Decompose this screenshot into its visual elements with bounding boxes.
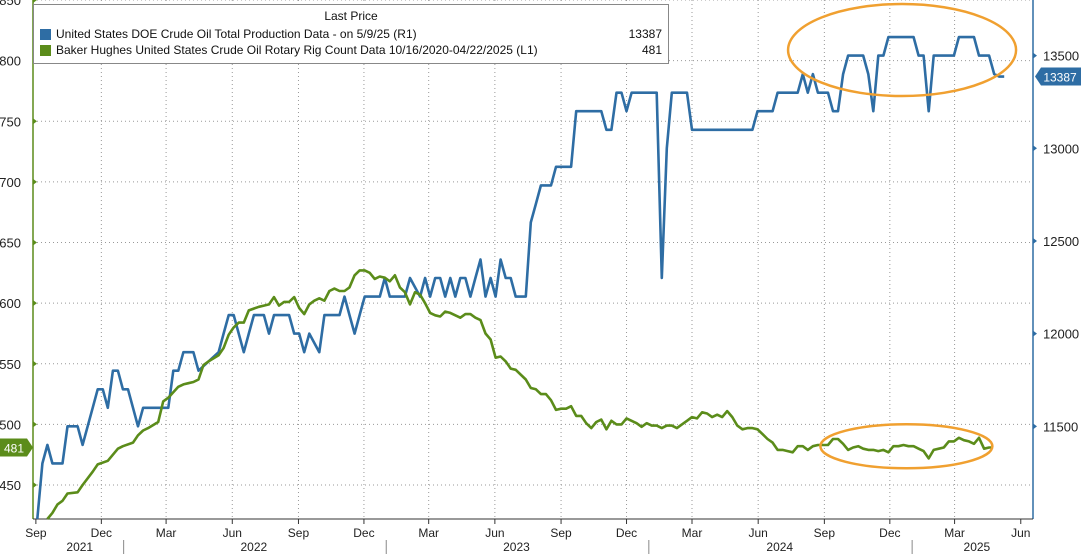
rig-count-line (46, 269, 992, 520)
left-tick-label: 650 (0, 236, 21, 251)
annotation-ellipse-production (786, 2, 1018, 98)
legend-item-rig-count: Baker Hughes United States Crude Oil Rot… (40, 43, 662, 59)
left-tick-label: 850 (0, 0, 21, 8)
right-tick-label: 11500 (1043, 419, 1078, 434)
legend-title: Last Price (324, 9, 378, 23)
right-tick-marker (1033, 237, 1037, 244)
right-tick-label: 13500 (1043, 49, 1079, 64)
x-month-label: Dec (616, 526, 637, 540)
x-month-label: Mar (418, 526, 439, 540)
legend-item-production: United States DOE Crude Oil Total Produc… (40, 27, 662, 43)
x-month-label: Sep (288, 526, 310, 540)
x-month-label: Dec (91, 526, 112, 540)
x-year-label: 2023 (503, 540, 530, 554)
x-month-label: Sep (25, 526, 47, 540)
left-last-value-tag (0, 438, 33, 457)
right-tick-label: 12500 (1043, 234, 1079, 249)
left-tick-marker (33, 421, 37, 428)
left-tick-label: 500 (0, 417, 21, 432)
right-tick-marker (1033, 330, 1037, 337)
legend: Last Price United States DOE Crude Oil T… (33, 4, 669, 64)
left-tick-marker (33, 0, 37, 3)
x-year-label: 2021 (66, 540, 93, 554)
x-month-label: Jun (485, 526, 504, 540)
legend-value-rig-count: 481 (641, 43, 662, 57)
x-month-label: Sep (550, 526, 572, 540)
left-tick-label: 550 (0, 357, 21, 372)
production-line (36, 35, 1005, 520)
x-month-label: Mar (944, 526, 965, 540)
right-tick-marker (1033, 145, 1037, 152)
left-tick-marker (33, 482, 37, 489)
legend-label-production: United States DOE Crude Oil Total Produc… (56, 27, 417, 41)
left-tick-label: 800 (0, 54, 21, 69)
left-tick-label: 700 (0, 175, 21, 190)
left-tick-marker (33, 300, 37, 307)
legend-label-rig-count: Baker Hughes United States Crude Oil Rot… (56, 43, 538, 57)
left-tick-marker (33, 178, 37, 185)
right-tick-label: 13000 (1043, 141, 1079, 156)
last-value-tags: 13387 481 (0, 67, 1081, 457)
x-month-label: Jun (1011, 526, 1030, 540)
series-layer (36, 35, 1005, 520)
annotation-ellipses (786, 2, 1018, 470)
right-tick-marker (1033, 423, 1037, 430)
left-tick-marker (33, 360, 37, 367)
right-last-value-tag (1035, 67, 1081, 86)
legend-swatch-rig-count (40, 45, 51, 56)
x-month-label: Jun (223, 526, 242, 540)
x-year-label: 2024 (766, 540, 793, 554)
right-last-value-text: 13387 (1043, 71, 1077, 85)
x-month-label: Dec (879, 526, 900, 540)
x-month-label: Dec (353, 526, 374, 540)
right-tick-label: 12000 (1043, 327, 1079, 342)
x-year-label: 2022 (241, 540, 268, 554)
legend-value-production: 13387 (628, 27, 662, 41)
right-tick-marker (1033, 52, 1037, 59)
annotation-ellipse-rig-count (819, 422, 994, 470)
x-year-label: 2025 (964, 540, 991, 554)
legend-swatch-production (40, 29, 51, 40)
x-month-label: Mar (682, 526, 703, 540)
left-tick-marker (33, 239, 37, 246)
left-last-value-text: 481 (4, 441, 24, 455)
x-month-label: Jun (749, 526, 768, 540)
x-month-label: Sep (814, 526, 836, 540)
left-tick-label: 600 (0, 296, 21, 311)
x-month-label: Mar (156, 526, 177, 540)
left-tick-label: 750 (0, 114, 21, 129)
left-tick-marker (33, 118, 37, 125)
left-tick-label: 450 (0, 478, 21, 493)
